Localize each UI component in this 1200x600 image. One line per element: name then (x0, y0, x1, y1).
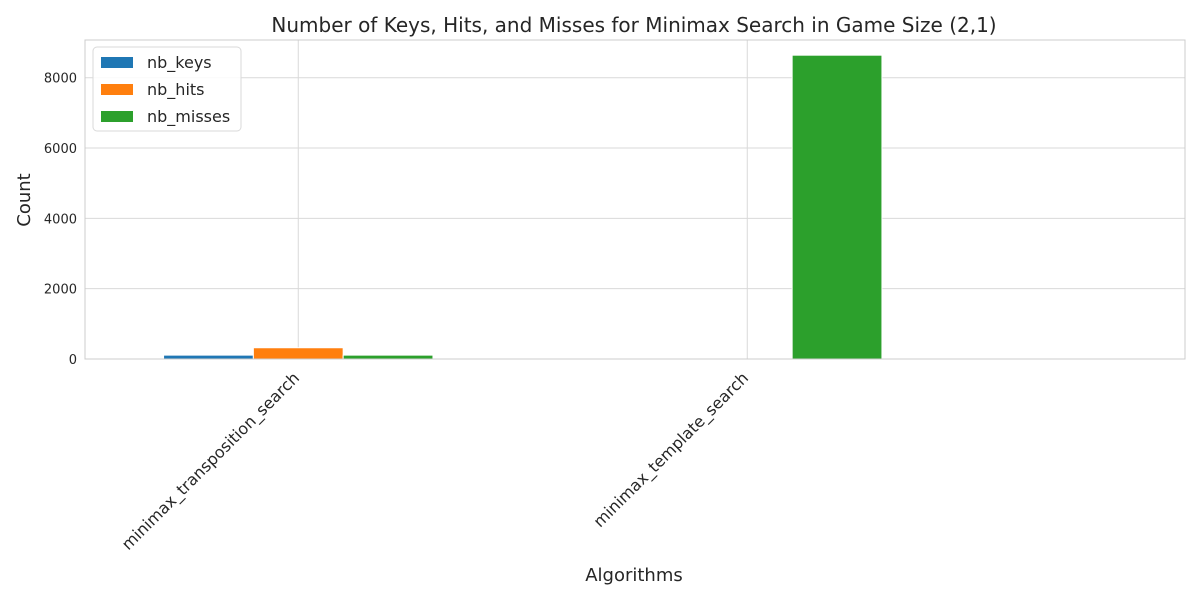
bar-nb_misses (342, 354, 434, 360)
bar-nb_misses (791, 54, 883, 360)
plot-frame (84, 39, 1186, 360)
bar-nb_keys (163, 354, 254, 360)
bars (163, 54, 883, 360)
chart-title: Number of Keys, Hits, and Misses for Min… (271, 13, 996, 37)
legend-label-nb_hits: nb_hits (147, 80, 205, 100)
y-tick-label: 2000 (44, 283, 77, 298)
bar-nb_hits (252, 347, 344, 360)
y-tick-label: 4000 (44, 212, 77, 227)
x-axis-label: Algorithms (585, 565, 683, 586)
legend-swatch-nb_misses (101, 111, 133, 122)
y-tick-label: 6000 (44, 142, 77, 157)
legend-label-nb_misses: nb_misses (147, 107, 230, 127)
legend-label-nb_keys: nb_keys (147, 53, 212, 73)
y-tick-label: 8000 (44, 72, 77, 87)
legend: nb_keys nb_hits nb_misses (92, 46, 242, 132)
legend-swatch-nb_keys (101, 57, 133, 68)
legend-swatch-nb_hits (101, 84, 133, 95)
y-ticks: 0 2000 4000 6000 8000 (44, 72, 77, 368)
y-axis-label: Count (14, 173, 35, 226)
y-tick-label: 0 (69, 353, 77, 368)
